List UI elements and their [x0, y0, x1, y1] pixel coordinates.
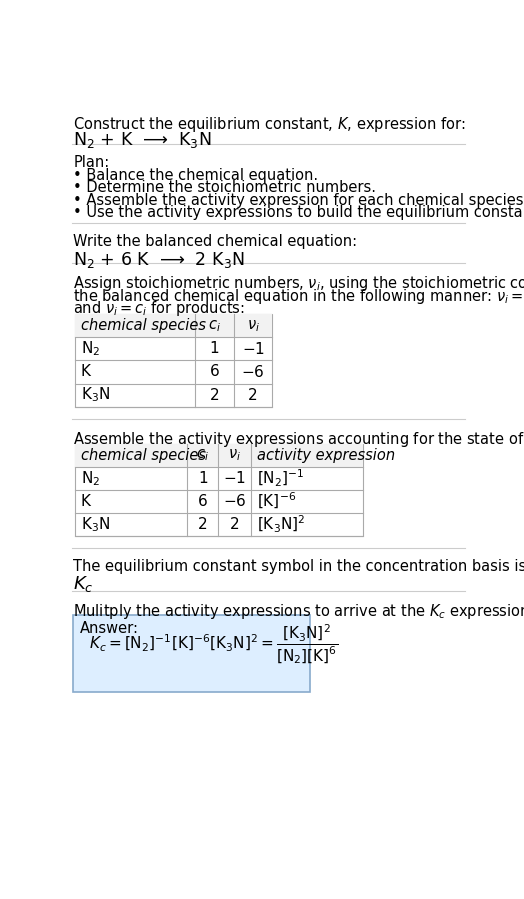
Text: 2: 2	[198, 517, 208, 532]
Text: • Assemble the activity expression for each chemical species.: • Assemble the activity expression for e…	[73, 192, 524, 208]
Text: chemical species: chemical species	[81, 318, 206, 334]
Text: $[\mathrm{K}]^{-6}$: $[\mathrm{K}]^{-6}$	[257, 491, 296, 512]
Text: $[\mathrm{K_3N}]^{2}$: $[\mathrm{K_3N}]^{2}$	[257, 514, 305, 535]
Text: 6: 6	[198, 494, 208, 509]
Text: $c_i$: $c_i$	[208, 318, 221, 334]
Text: $[\mathrm{N_2}]^{-1}$: $[\mathrm{N_2}]^{-1}$	[257, 467, 304, 489]
Bar	[75, 443, 363, 536]
Text: $-1$: $-1$	[242, 341, 265, 357]
Text: $\nu_i$: $\nu_i$	[247, 318, 259, 334]
Text: $-6$: $-6$	[241, 364, 265, 380]
Bar	[75, 443, 363, 467]
Text: Assemble the activity expressions accounting for the state of matter and $\nu_i$: Assemble the activity expressions accoun…	[73, 430, 524, 449]
Text: The equilibrium constant symbol in the concentration basis is:: The equilibrium constant symbol in the c…	[73, 559, 524, 574]
Text: $\mathrm{K_3N}$: $\mathrm{K_3N}$	[81, 515, 110, 534]
Text: K: K	[81, 494, 91, 509]
Text: $-1$: $-1$	[223, 470, 246, 486]
Text: Assign stoichiometric numbers, $\nu_i$, using the stoichiometric coefficients, $: Assign stoichiometric numbers, $\nu_i$, …	[73, 274, 524, 293]
Text: K: K	[81, 364, 91, 379]
Text: and $\nu_i = c_i$ for products:: and $\nu_i = c_i$ for products:	[73, 298, 245, 318]
Text: 1: 1	[210, 342, 219, 356]
Text: Answer:: Answer:	[80, 620, 138, 636]
Text: $-6$: $-6$	[223, 494, 246, 510]
Text: Write the balanced chemical equation:: Write the balanced chemical equation:	[73, 234, 357, 249]
Text: $c_i$: $c_i$	[196, 448, 209, 463]
Text: 6: 6	[210, 364, 219, 379]
Text: • Use the activity expressions to build the equilibrium constant expression.: • Use the activity expressions to build …	[73, 205, 524, 220]
Text: $K_c = [\mathrm{N_2}]^{-1}[\mathrm{K}]^{-6}[\mathrm{K_3N}]^{2} = \dfrac{[\mathrm: $K_c = [\mathrm{N_2}]^{-1}[\mathrm{K}]^{…	[89, 622, 338, 665]
Text: $\mathrm{N_2}$: $\mathrm{N_2}$	[81, 469, 100, 487]
Text: $K_c$: $K_c$	[73, 574, 94, 594]
Bar	[75, 315, 272, 337]
Text: 2: 2	[210, 387, 219, 403]
Text: 2: 2	[230, 517, 239, 532]
Text: $\mathrm{N_2}$ + K  ⟶  $\mathrm{K_3N}$: $\mathrm{N_2}$ + K ⟶ $\mathrm{K_3N}$	[73, 130, 212, 150]
Text: 1: 1	[198, 471, 208, 485]
Bar	[73, 615, 310, 691]
Bar	[75, 315, 272, 406]
Text: $\mathrm{K_3N}$: $\mathrm{K_3N}$	[81, 386, 110, 405]
Text: $\mathrm{N_2}$ + 6 K  ⟶  2 $\mathrm{K_3N}$: $\mathrm{N_2}$ + 6 K ⟶ 2 $\mathrm{K_3N}$	[73, 250, 245, 270]
Text: Mulitply the activity expressions to arrive at the $K_c$ expression:: Mulitply the activity expressions to arr…	[73, 602, 524, 621]
Text: • Determine the stoichiometric numbers.: • Determine the stoichiometric numbers.	[73, 181, 376, 195]
Text: Construct the equilibrium constant, $K$, expression for:: Construct the equilibrium constant, $K$,…	[73, 115, 466, 134]
Text: Plan:: Plan:	[73, 155, 110, 170]
Text: chemical species: chemical species	[81, 448, 206, 463]
Text: $\mathrm{N_2}$: $\mathrm{N_2}$	[81, 340, 100, 358]
Text: $\nu_i$: $\nu_i$	[228, 448, 241, 463]
Text: • Balance the chemical equation.: • Balance the chemical equation.	[73, 168, 319, 182]
Text: 2: 2	[248, 387, 258, 403]
Text: the balanced chemical equation in the following manner: $\nu_i = -c_i$ for react: the balanced chemical equation in the fo…	[73, 287, 524, 306]
Text: activity expression: activity expression	[257, 448, 395, 463]
